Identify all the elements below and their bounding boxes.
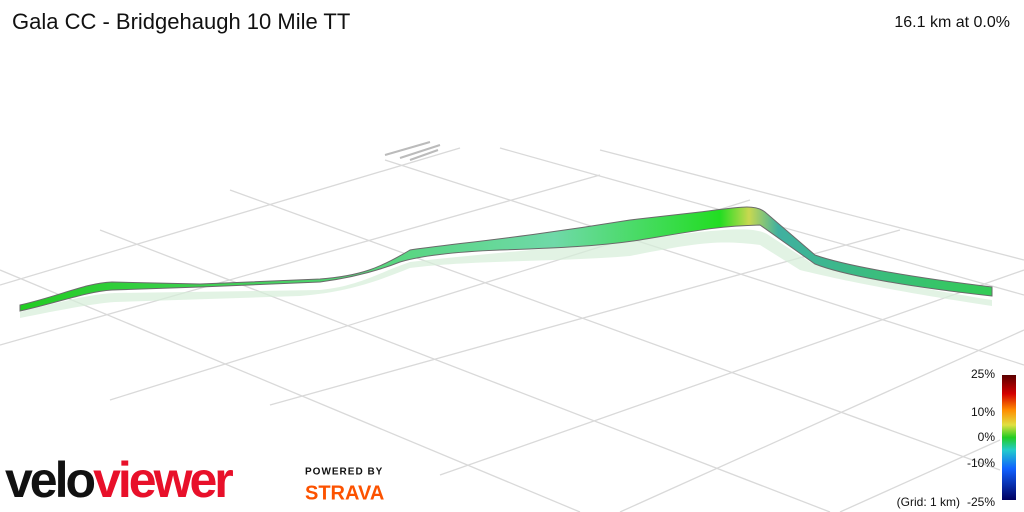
- route-title: Gala CC - Bridgehaugh 10 Mile TT: [12, 9, 350, 34]
- route-stats: 16.1 km at 0.0%: [894, 14, 1010, 31]
- north-arrow: [384, 141, 441, 161]
- logo: veloviewer: [5, 452, 233, 508]
- grid-note: (Grid: 1 km): [897, 495, 960, 509]
- gradient-scale: [1002, 375, 1016, 500]
- scale-label: -25%: [967, 495, 995, 509]
- scale-label: 25%: [971, 367, 995, 381]
- logo-part: velo: [5, 452, 95, 508]
- scale-label: 0%: [978, 430, 996, 444]
- scale-label: 10%: [971, 405, 995, 419]
- logo-part: viewer: [93, 452, 233, 508]
- strava-logo: STRAVA: [305, 482, 384, 504]
- powered-by: POWERED BY: [305, 467, 383, 478]
- route-wall: [19, 206, 993, 312]
- route-shadow: [20, 229, 992, 318]
- grid: [0, 147, 1024, 512]
- scale-label: -10%: [967, 456, 995, 470]
